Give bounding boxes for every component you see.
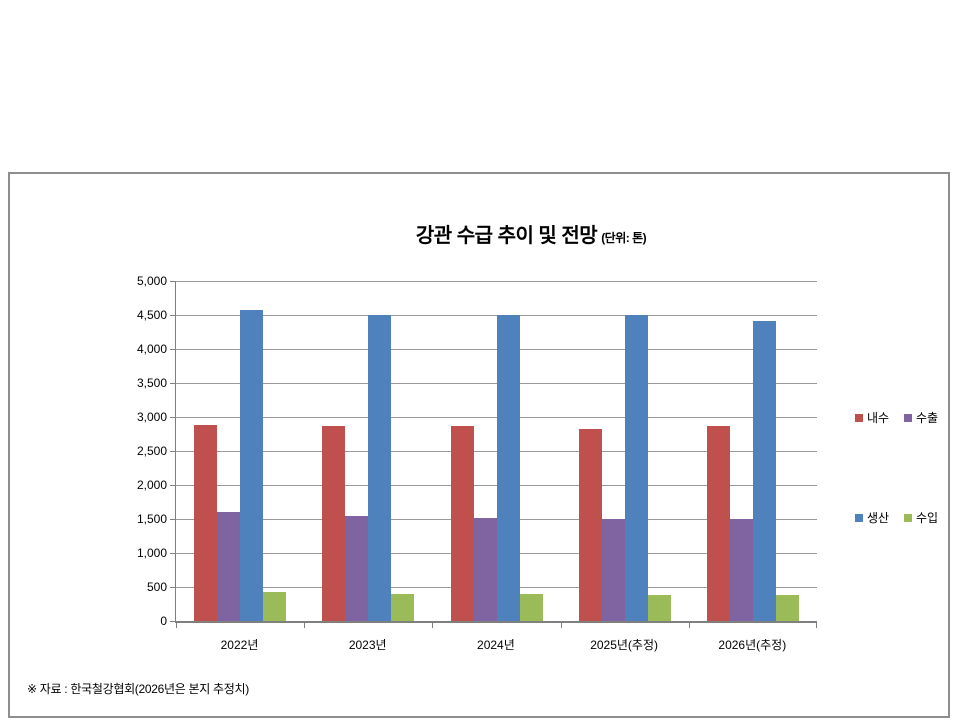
y-axis-tick xyxy=(170,621,176,622)
legend-marker-icon xyxy=(904,413,912,422)
x-axis-label: 2023년 xyxy=(348,638,387,652)
y-axis-label: 5,000 xyxy=(136,274,167,288)
chart-unit-label: (단위: 톤) xyxy=(601,231,647,245)
y-axis-label: 3,000 xyxy=(136,410,167,424)
y-axis-tick xyxy=(170,383,176,384)
y-axis-tick xyxy=(170,587,176,588)
y-axis-label: 1,500 xyxy=(136,512,167,526)
bar-s2-c1 xyxy=(368,315,392,621)
legend-item-1: 수출 xyxy=(904,409,938,426)
bar-s0-c0 xyxy=(194,425,218,621)
x-axis-label: 2022년 xyxy=(220,638,259,652)
bar-s1-c0 xyxy=(217,512,241,621)
bar-s1-c2 xyxy=(473,518,497,621)
bar-s1-c3 xyxy=(601,519,625,621)
legend-label: 생산 xyxy=(867,511,890,525)
y-axis-label: 4,000 xyxy=(136,342,167,356)
x-axis-label: 2026년(추정) xyxy=(718,638,787,652)
x-axis-tick xyxy=(304,623,305,628)
legend-item-3: 수입 xyxy=(904,509,938,526)
chart-border-frame xyxy=(8,172,950,718)
y-axis-tick xyxy=(170,451,176,452)
bar-s2-c4 xyxy=(752,321,776,621)
bar-s1-c1 xyxy=(345,515,369,621)
y-axis-tick xyxy=(170,349,176,350)
y-axis-label: 3,500 xyxy=(136,376,167,390)
legend-marker-icon xyxy=(904,513,912,522)
legend-label: 수출 xyxy=(916,411,939,425)
x-axis-tick xyxy=(561,623,562,628)
bar-s3-c3 xyxy=(647,595,671,621)
y-axis-label: 2,500 xyxy=(136,444,167,458)
x-axis-tick xyxy=(689,623,690,628)
x-axis-tick xyxy=(816,623,817,628)
x-axis-tick xyxy=(176,623,177,628)
bar-s0-c4 xyxy=(706,425,730,621)
x-axis-tick xyxy=(432,623,433,628)
y-axis-label: 0 xyxy=(160,614,167,628)
y-axis-tick xyxy=(170,417,176,418)
y-axis-label: 1,000 xyxy=(136,546,167,560)
plot-area xyxy=(170,281,817,628)
y-axis-label: 4,500 xyxy=(136,308,167,322)
legend-item-0: 내수 xyxy=(855,409,889,426)
bar-s2-c0 xyxy=(240,309,264,621)
legend-marker-icon xyxy=(855,513,863,522)
x-axis-label: 2024년 xyxy=(477,638,515,652)
bar-s0-c1 xyxy=(322,425,346,621)
bar-s0-c3 xyxy=(578,429,602,621)
legend-label: 수입 xyxy=(916,511,939,525)
chart-title-text: 강관 수급 추이 및 전망 xyxy=(415,225,598,247)
y-axis-tick xyxy=(170,485,176,486)
bar-s3-c2 xyxy=(519,593,543,621)
bar-s3-c4 xyxy=(775,595,799,621)
bar-s0-c2 xyxy=(450,425,474,621)
x-axis-label: 2025년(추정) xyxy=(590,638,658,652)
y-axis-tick xyxy=(170,315,176,316)
y-axis-tick xyxy=(170,281,176,282)
y-axis-tick xyxy=(170,553,176,554)
bar-s1-c4 xyxy=(729,519,753,621)
gridline-5000 xyxy=(176,281,817,282)
source-footnote: ※ 자료 : 한국철강협회(2026년은 본지 추정치) xyxy=(27,682,249,696)
legend-label: 내수 xyxy=(867,411,890,425)
legend-item-2: 생산 xyxy=(855,509,889,526)
y-axis-label: 500 xyxy=(146,580,167,594)
bar-s3-c1 xyxy=(391,593,415,621)
bar-s2-c2 xyxy=(496,315,520,621)
y-axis-tick xyxy=(170,519,176,520)
y-axis-label: 2,000 xyxy=(136,478,167,492)
legend-marker-icon xyxy=(855,413,863,422)
chart-title: 강관 수급 추이 및 전망 (단위: 톤) xyxy=(415,219,647,248)
bar-s2-c3 xyxy=(624,315,648,621)
bar-s3-c0 xyxy=(263,592,287,621)
